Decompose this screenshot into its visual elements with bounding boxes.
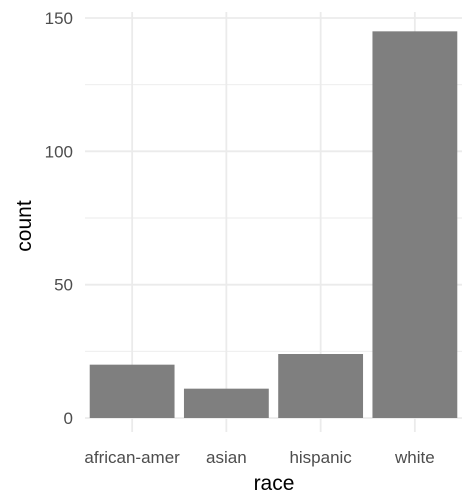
bars <box>89 31 458 418</box>
y-tick-label: 100 <box>45 142 73 161</box>
x-tick-label: african-amer <box>84 448 180 467</box>
bar-white <box>372 31 458 418</box>
bar-hispanic <box>278 354 364 418</box>
x-axis-ticks: african-amer asian hispanic white <box>84 448 434 467</box>
x-tick-label: asian <box>206 448 247 467</box>
y-axis-title: count <box>13 200 36 252</box>
bar-african-amer <box>89 364 175 418</box>
y-tick-label: 0 <box>64 409 73 428</box>
bar-asian <box>183 388 269 418</box>
x-tick-label: white <box>394 448 435 467</box>
x-axis-title: race <box>254 472 295 495</box>
y-tick-label: 150 <box>45 9 73 28</box>
x-tick-label: hispanic <box>289 448 352 467</box>
y-tick-label: 50 <box>54 276 73 295</box>
y-axis-ticks: 0 50 100 150 <box>45 9 73 428</box>
